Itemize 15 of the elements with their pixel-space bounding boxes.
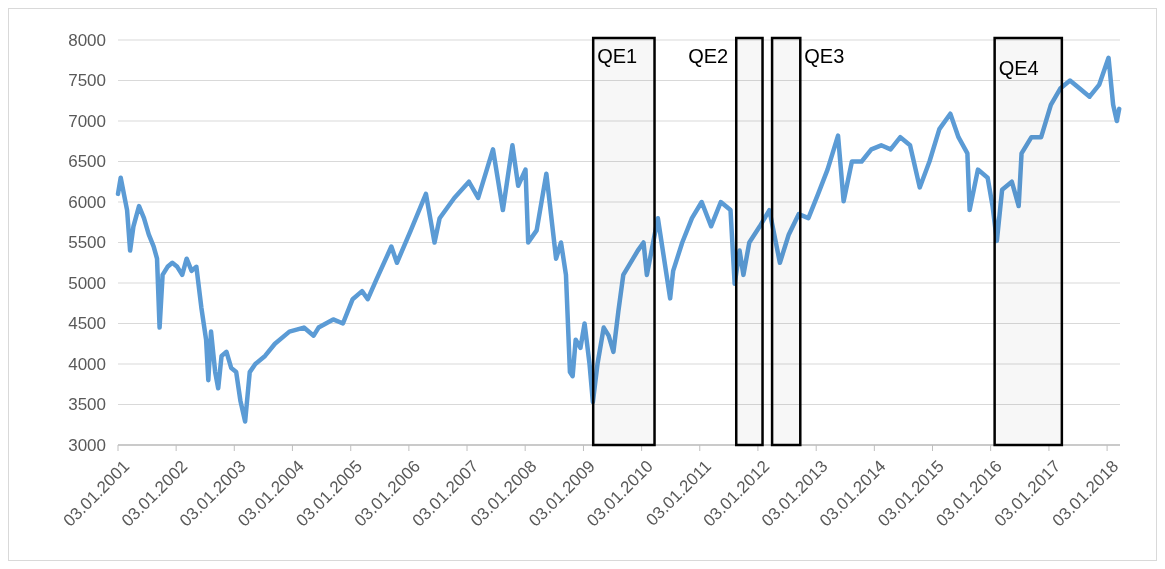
y-tick-label: 6500 [68, 152, 106, 172]
band-label: QE1 [597, 45, 638, 67]
y-tick-label: 7000 [68, 111, 106, 131]
y-tick-label: 8000 [68, 30, 106, 50]
y-tick-label: 4500 [68, 314, 106, 334]
y-tick-label: 5000 [68, 273, 106, 293]
band-label: QE3 [804, 45, 845, 67]
y-tick-label: 3000 [68, 435, 106, 455]
y-tick-label: 3500 [68, 395, 106, 415]
y-tick-label: 7500 [68, 71, 106, 91]
y-tick-label: 4000 [68, 354, 106, 374]
band-label: QE4 [998, 57, 1039, 79]
y-tick-label: 5500 [68, 233, 106, 253]
band-label: QE2 [688, 45, 729, 67]
y-tick-label: 6000 [68, 192, 106, 212]
